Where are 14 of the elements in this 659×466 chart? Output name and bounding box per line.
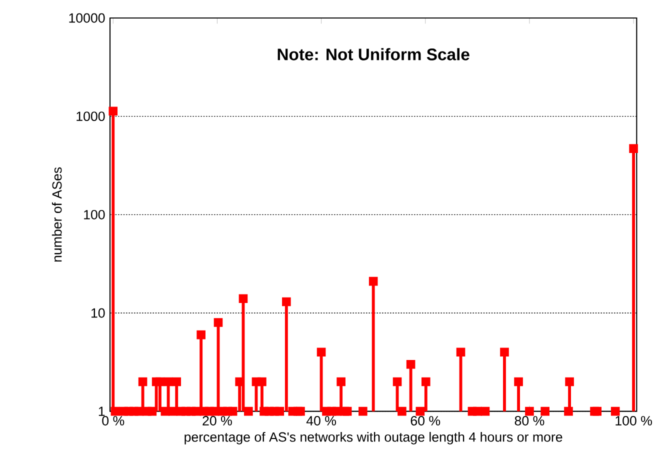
y-tick-label: 1000 xyxy=(76,112,105,122)
text: Note: Not Uniform Scale xyxy=(278,48,470,60)
y-tick-label: 1 xyxy=(98,406,105,416)
y-tick-label: 100 xyxy=(84,210,105,220)
x-tick-label: 60 % xyxy=(410,416,440,426)
y-tick-label: 10 xyxy=(91,308,105,318)
x-tick-label: 40 % xyxy=(306,416,336,426)
x-tick-label: 0 % xyxy=(102,416,124,426)
x-tick-label: 100 % xyxy=(616,416,652,426)
y-axis-title: number of ASes xyxy=(52,167,62,262)
x-axis-title: percentage of AS's networks with outage length 4 hours or more xyxy=(184,432,562,444)
y-tick-label: 10000 xyxy=(69,13,105,23)
x-tick-label: 80 % xyxy=(514,416,544,426)
x-tick-label: 20 % xyxy=(202,416,232,426)
